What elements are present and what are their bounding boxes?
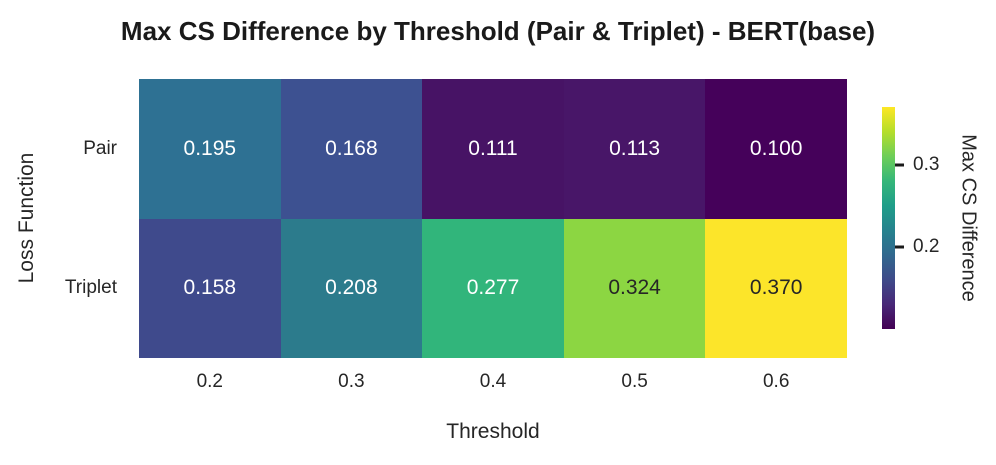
x-tick-label: 0.6 — [762, 371, 790, 392]
x-tick-label: 0.4 — [479, 371, 507, 392]
heatmap-cell-r0-c3: 0.113 — [563, 79, 706, 219]
y-axis-label: Loss Function — [15, 152, 38, 284]
x-tick-label: 0.5 — [621, 371, 648, 392]
heatmap-cell-r0-c4: 0.100 — [705, 79, 847, 219]
heatmap-cell-r1-c3: 0.324 — [563, 218, 706, 358]
x-axis-label: Threshold — [446, 420, 540, 443]
heatmap-cell-r0-c2: 0.111 — [422, 79, 564, 219]
heatmap-cell-r1-c2: 0.277 — [422, 218, 564, 358]
colorbar-tick — [895, 163, 904, 167]
colorbar-tick-label: 0.3 — [913, 153, 940, 175]
heatmap-cell-r1-c4: 0.370 — [705, 218, 847, 358]
heatmap-cell-r1-c1: 0.208 — [280, 218, 423, 358]
heatmap-grid: 0.195 0.168 0.111 0.113 0.100 0.158 0.208 0.277… — [139, 79, 847, 358]
colorbar-label: Max CS Difference — [957, 134, 980, 302]
heatmap-cell-r1-c0: 0.158 — [139, 218, 281, 358]
colorbar-gradient — [882, 107, 895, 329]
y-tick-label: Triplet — [64, 277, 117, 299]
x-tick-label: 0.3 — [338, 371, 365, 392]
y-tick-label: Pair — [83, 137, 117, 159]
x-tick-label: 0.2 — [196, 371, 224, 392]
heatmap-cell-r0-c1: 0.168 — [280, 79, 423, 219]
chart-title: Max CS Difference by Threshold (Pair & T… — [120, 16, 876, 46]
colorbar-tick — [895, 245, 904, 249]
colorbar-tick-label: 0.2 — [913, 235, 940, 257]
heatmap-cell-r0-c0: 0.195 — [139, 79, 281, 219]
